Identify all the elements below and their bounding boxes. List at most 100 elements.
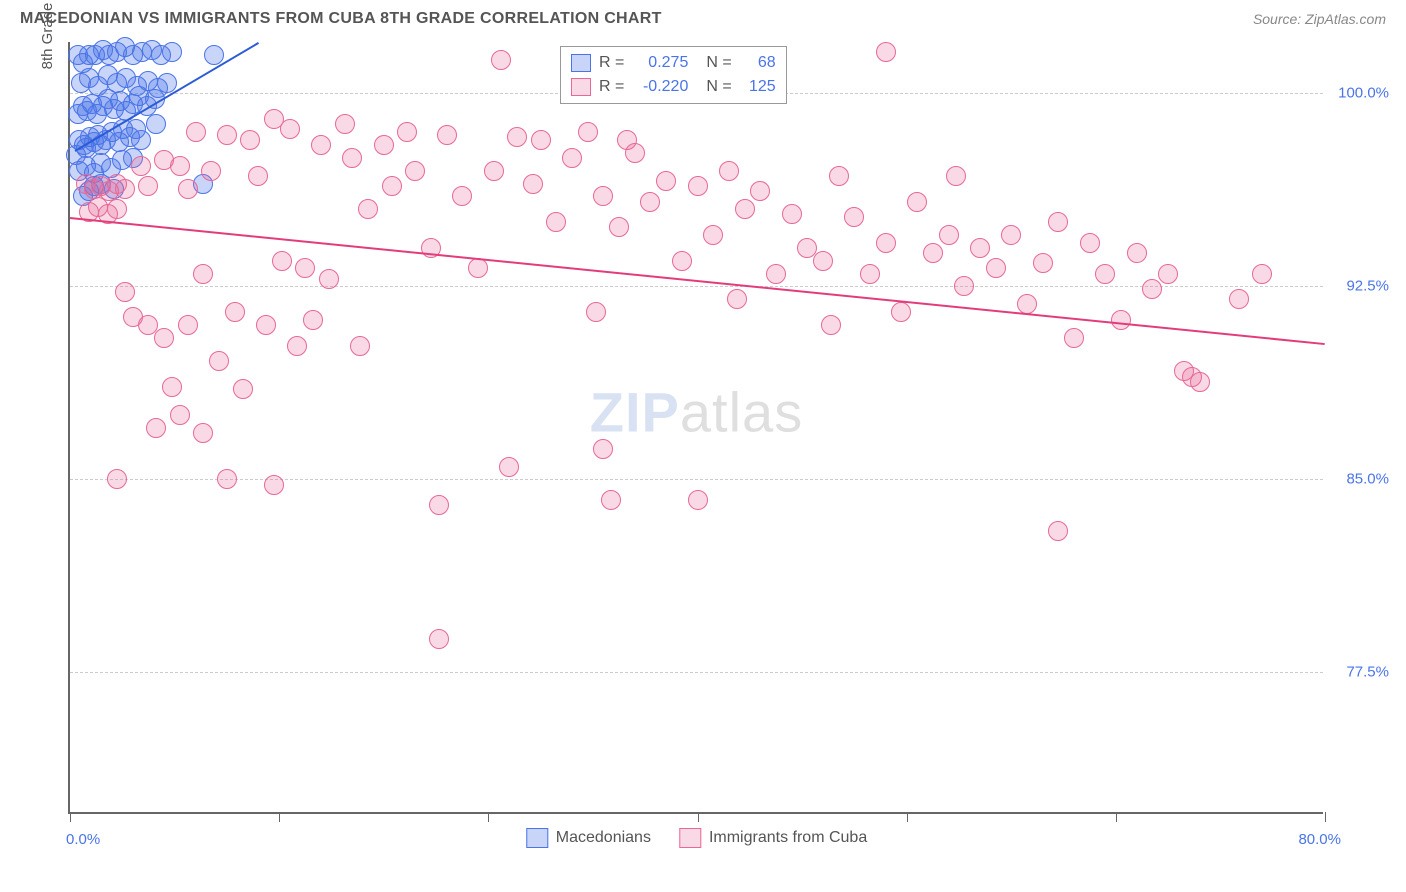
data-point (750, 181, 770, 201)
gridline (70, 286, 1323, 287)
data-point (1127, 243, 1147, 263)
data-point (1142, 279, 1162, 299)
data-point (782, 204, 802, 224)
data-point (358, 199, 378, 219)
data-point (1182, 367, 1202, 387)
legend-item: Immigrants from Cuba (679, 828, 867, 848)
data-point (178, 179, 198, 199)
data-point (437, 125, 457, 145)
data-point (146, 114, 166, 134)
data-point (131, 130, 151, 150)
stat-n-value: 125 (740, 75, 776, 99)
data-point (946, 166, 966, 186)
gridline (70, 479, 1323, 480)
data-point (295, 258, 315, 278)
data-point (491, 50, 511, 70)
data-point (844, 207, 864, 227)
legend-label: Immigrants from Cuba (709, 829, 867, 847)
data-point (382, 176, 402, 196)
x-max-label: 80.0% (1298, 831, 1341, 848)
data-point (162, 377, 182, 397)
data-point (860, 264, 880, 284)
gridline (70, 672, 1323, 673)
data-point (688, 490, 708, 510)
legend: Macedonians Immigrants from Cuba (526, 828, 867, 848)
data-point (107, 199, 127, 219)
series-swatch (571, 78, 591, 96)
data-point (154, 328, 174, 348)
x-tick (1116, 812, 1117, 822)
data-point (821, 315, 841, 335)
data-point (593, 186, 613, 206)
data-point (923, 243, 943, 263)
y-tick-label: 77.5% (1346, 664, 1389, 681)
scatter-plot: ZIPatlas 77.5%85.0%92.5%100.0%0.0%80.0%R… (68, 42, 1323, 814)
correlation-stats-box: R =0.275N =68R =-0.220N =125 (560, 46, 787, 104)
legend-swatch (526, 828, 548, 848)
data-point (546, 212, 566, 232)
data-point (1048, 521, 1068, 541)
data-point (429, 629, 449, 649)
data-point (405, 161, 425, 181)
data-point (170, 405, 190, 425)
data-point (970, 238, 990, 258)
data-point (523, 174, 543, 194)
data-point (656, 171, 676, 191)
data-point (115, 282, 135, 302)
x-tick (70, 812, 71, 822)
data-point (115, 179, 135, 199)
data-point (672, 251, 692, 271)
data-point (907, 192, 927, 212)
series-swatch (571, 54, 591, 72)
data-point (593, 439, 613, 459)
data-point (350, 336, 370, 356)
data-point (986, 258, 1006, 278)
data-point (586, 302, 606, 322)
stat-n-label: N = (706, 51, 731, 75)
data-point (1095, 264, 1115, 284)
data-point (280, 119, 300, 139)
data-point (217, 469, 237, 489)
data-point (891, 302, 911, 322)
data-point (162, 42, 182, 62)
data-point (939, 225, 959, 245)
x-tick (1325, 812, 1326, 822)
data-point (531, 130, 551, 150)
x-tick (279, 812, 280, 822)
data-point (342, 148, 362, 168)
data-point (397, 122, 417, 142)
legend-label: Macedonians (556, 829, 651, 847)
data-point (186, 122, 206, 142)
data-point (131, 156, 151, 176)
data-point (625, 143, 645, 163)
y-tick-label: 100.0% (1338, 85, 1389, 102)
data-point (107, 469, 127, 489)
data-point (233, 379, 253, 399)
data-point (287, 336, 307, 356)
data-point (727, 289, 747, 309)
data-point (578, 122, 598, 142)
data-point (484, 161, 504, 181)
watermark-atlas: atlas (680, 380, 803, 443)
legend-swatch (679, 828, 701, 848)
data-point (1252, 264, 1272, 284)
data-point (562, 148, 582, 168)
data-point (272, 251, 292, 271)
stat-n-value: 68 (740, 51, 776, 75)
data-point (1064, 328, 1084, 348)
legend-item: Macedonians (526, 828, 651, 848)
data-point (1048, 212, 1068, 232)
data-point (204, 45, 224, 65)
data-point (1111, 310, 1131, 330)
source-attribution: Source: ZipAtlas.com (1253, 11, 1386, 27)
data-point (640, 192, 660, 212)
chart-title: MACEDONIAN VS IMMIGRANTS FROM CUBA 8TH G… (20, 10, 662, 28)
data-point (601, 490, 621, 510)
data-point (719, 161, 739, 181)
data-point (264, 475, 284, 495)
data-point (876, 233, 896, 253)
data-point (1001, 225, 1021, 245)
data-point (1080, 233, 1100, 253)
data-point (429, 495, 449, 515)
data-point (1229, 289, 1249, 309)
